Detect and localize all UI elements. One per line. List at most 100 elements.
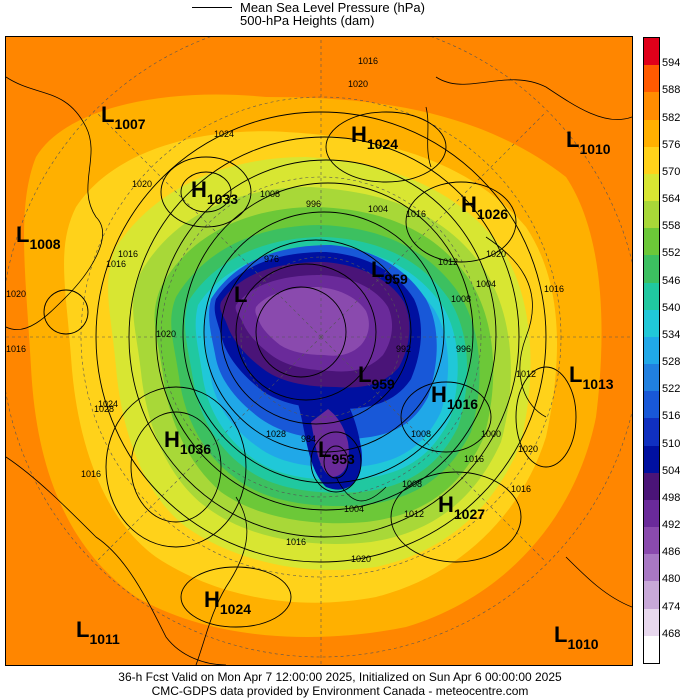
pressure-centers: L1007 H1024 L1010 H1033 H1026 L1008 L959 L L959 L… [16,102,614,652]
colorbar-swatch [644,364,659,392]
graticule [6,37,632,665]
colorbar-label: 468 [662,627,680,640]
colorbar-swatch [644,282,659,311]
pressure-center-high[interactable]: H1024 [204,587,251,617]
pressure-center-low[interactable]: L1010 [566,127,611,157]
pressure-center-high[interactable]: H1033 [191,177,238,207]
isobar-label: 1016 [406,209,426,219]
isobar-label: 1024 [98,399,118,409]
colorbar-label: 474 [662,600,680,613]
colorbar-label: 492 [662,519,680,532]
pressure-center-low[interactable]: L1010 [554,622,599,652]
pressure-center-low[interactable]: L959 [371,257,408,287]
colorbar-label: 504 [662,464,680,477]
colorbar-swatch [644,527,659,555]
isobar-label: 976 [264,254,279,264]
colorbar-label: 558 [662,220,680,233]
coastlines [6,76,632,665]
isobar-label: 996 [306,199,321,209]
isobar-label: 1016 [544,284,564,294]
pressure-center-low[interactable]: L959 [358,362,395,392]
colorbar-label: 594 [662,57,680,70]
isobar-label: 1020 [156,329,176,339]
isobar-label: 984 [301,434,316,444]
weather-map[interactable]: 1016 1020 1024 1020 1016 1016 1008 996 1004 1016 1… [5,36,633,666]
height-legend-label: 500-hPa Heights (dam) [240,13,375,28]
isobar-label: 1020 [518,444,538,454]
isobar-label: 1020 [486,249,506,259]
pressure-center-low[interactable]: L953 [318,437,355,467]
forecast-valid-line: 36-h Fcst Valid on Mon Apr 7 12:00:00 20… [118,670,562,684]
isobar-label: 1016 [6,344,26,354]
isobar-label: 1028 [266,429,286,439]
colorbar-label: 588 [662,84,680,97]
colorbar-label: 498 [662,491,680,504]
colorbar-label: 552 [662,247,680,260]
height-colorbar [643,37,660,664]
isobar-label: 1020 [132,179,152,189]
colorbar-swatch [644,309,659,338]
colorbar-label: 522 [662,383,680,396]
map-legend: Mean Sea Level Pressure (hPa) 500-hPa He… [0,0,680,36]
colorbar-swatch [644,418,659,447]
pressure-center-low[interactable]: L1011 [76,617,120,647]
colorbar-swatch [644,581,659,610]
pressure-center-low[interactable]: L [234,282,247,307]
colorbar-swatch [644,38,659,66]
height-fill-492-trough [311,409,349,477]
isobar-label: 1020 [348,79,368,89]
pressure-center-high[interactable]: H1016 [431,382,478,412]
colorbar-label: 546 [662,274,680,287]
colorbar-swatch [644,336,659,365]
pressure-center-low[interactable]: L1007 [101,102,146,132]
isobar-label: 1004 [368,204,388,214]
colorbar-swatch [644,391,659,419]
isobar-label: 1008 [451,294,471,304]
isobar-label: 1004 [476,279,496,289]
colorbar-label: 480 [662,573,680,586]
colorbar-label: 516 [662,410,680,423]
isobar-label: 1016 [118,249,138,259]
isobar-label: 1012 [404,509,424,519]
isobar-label: 1016 [358,56,378,66]
colorbar-label: 576 [662,138,680,151]
pressure-center-high[interactable]: H1027 [438,492,485,522]
pressure-center-high[interactable]: H1036 [164,427,211,457]
isobar-label: 1020 [6,289,26,299]
isobar-label: 1016 [81,469,101,479]
colorbar-swatch [644,472,659,501]
colorbar-swatch [644,608,659,637]
colorbar-swatch [644,228,659,256]
isobar-legend-label: Mean Sea Level Pressure (hPa) [240,0,425,15]
colorbar-swatch [644,119,659,148]
isobar-label: 1024 [214,129,234,139]
isobar-label: 992 [396,344,411,354]
colorbar-swatch [644,255,659,284]
isobar-label: 1008 [260,189,280,199]
isobar-label: 1016 [286,537,306,547]
colorbar-swatch [644,445,659,474]
isobar-label: 1028 [94,404,114,414]
colorbar-label: 528 [662,356,680,369]
pressure-center-low[interactable]: L1008 [16,222,61,252]
isobar-label: 1008 [411,429,431,439]
isobar-label: 1020 [351,554,371,564]
colorbar-swatch [644,65,659,93]
pressure-center-low[interactable]: L1013 [569,362,614,392]
colorbar-swatch [644,201,659,229]
isobar-label: 1000 [481,429,501,439]
colorbar-label: 582 [662,111,680,124]
colorbar-swatch [644,92,659,121]
colorbar-swatch [644,173,659,202]
height-fill-486 [255,287,369,356]
colorbar-swatch [644,499,659,528]
isobar-label: 1016 [511,484,531,494]
isobar-label: 1016 [464,454,484,464]
pressure-center-high[interactable]: H1024 [351,122,398,152]
isobar-label: 1012 [438,257,458,267]
isobar-label: 1016 [106,259,126,269]
pressure-center-high[interactable]: H1026 [461,192,508,222]
colorbar-swatch [644,554,659,582]
isobar-legend-line [192,7,232,8]
